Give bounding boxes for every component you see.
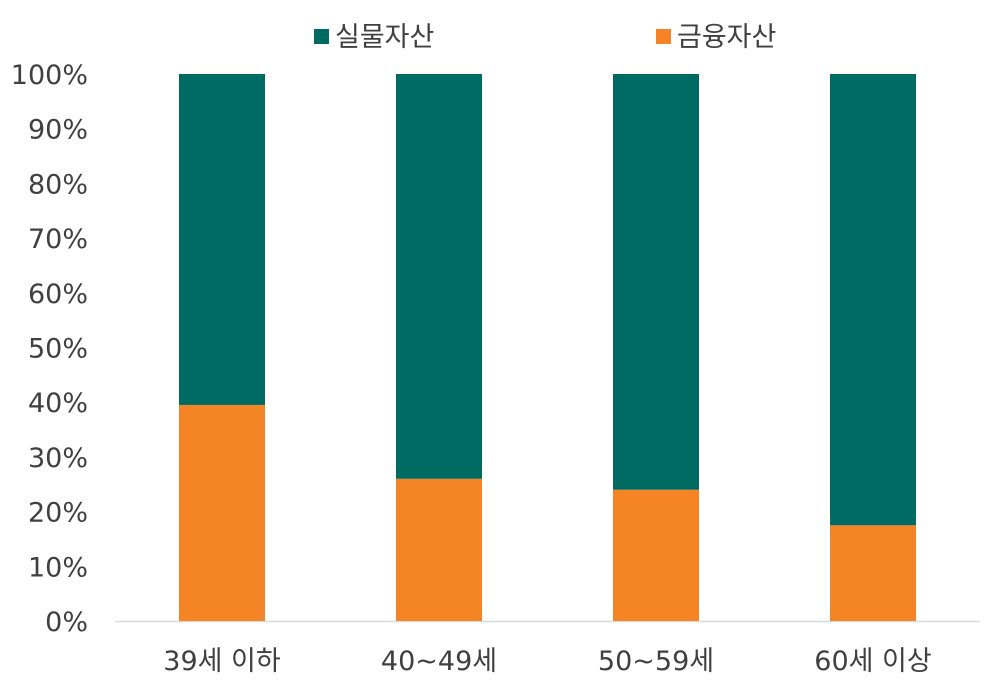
bar-financial-0 (179, 404, 265, 621)
y-tick-label: 80% (28, 169, 88, 200)
x-tick-label: 60세 이상 (814, 646, 931, 677)
y-tick-label: 100% (11, 60, 88, 91)
bar-real-2 (613, 74, 699, 490)
legend-label: 실물자산 (335, 22, 434, 53)
bar-real-3 (830, 74, 916, 526)
legend-swatch (656, 29, 671, 44)
y-tick-label: 60% (28, 279, 88, 310)
y-tick-label: 70% (28, 224, 88, 255)
y-tick-label: 40% (28, 388, 88, 419)
x-tick-label: 39세 이하 (163, 646, 281, 677)
bar-financial-1 (396, 478, 482, 621)
bar-real-0 (179, 74, 265, 405)
legend-label: 금융자산 (677, 22, 776, 53)
bar-real-1 (396, 74, 482, 479)
y-tick-label: 10% (28, 552, 88, 583)
y-tick-label: 50% (28, 334, 88, 365)
legend-swatch (314, 29, 329, 44)
x-tick-label: 40~49세 (381, 646, 497, 677)
y-tick-label: 0% (45, 607, 88, 638)
bar-financial-2 (613, 489, 699, 621)
x-tick-label: 50~59세 (598, 646, 714, 677)
bar-financial-3 (830, 525, 916, 621)
y-tick-label: 30% (28, 443, 88, 474)
y-tick-label: 20% (28, 498, 88, 529)
y-tick-label: 90% (28, 115, 88, 146)
